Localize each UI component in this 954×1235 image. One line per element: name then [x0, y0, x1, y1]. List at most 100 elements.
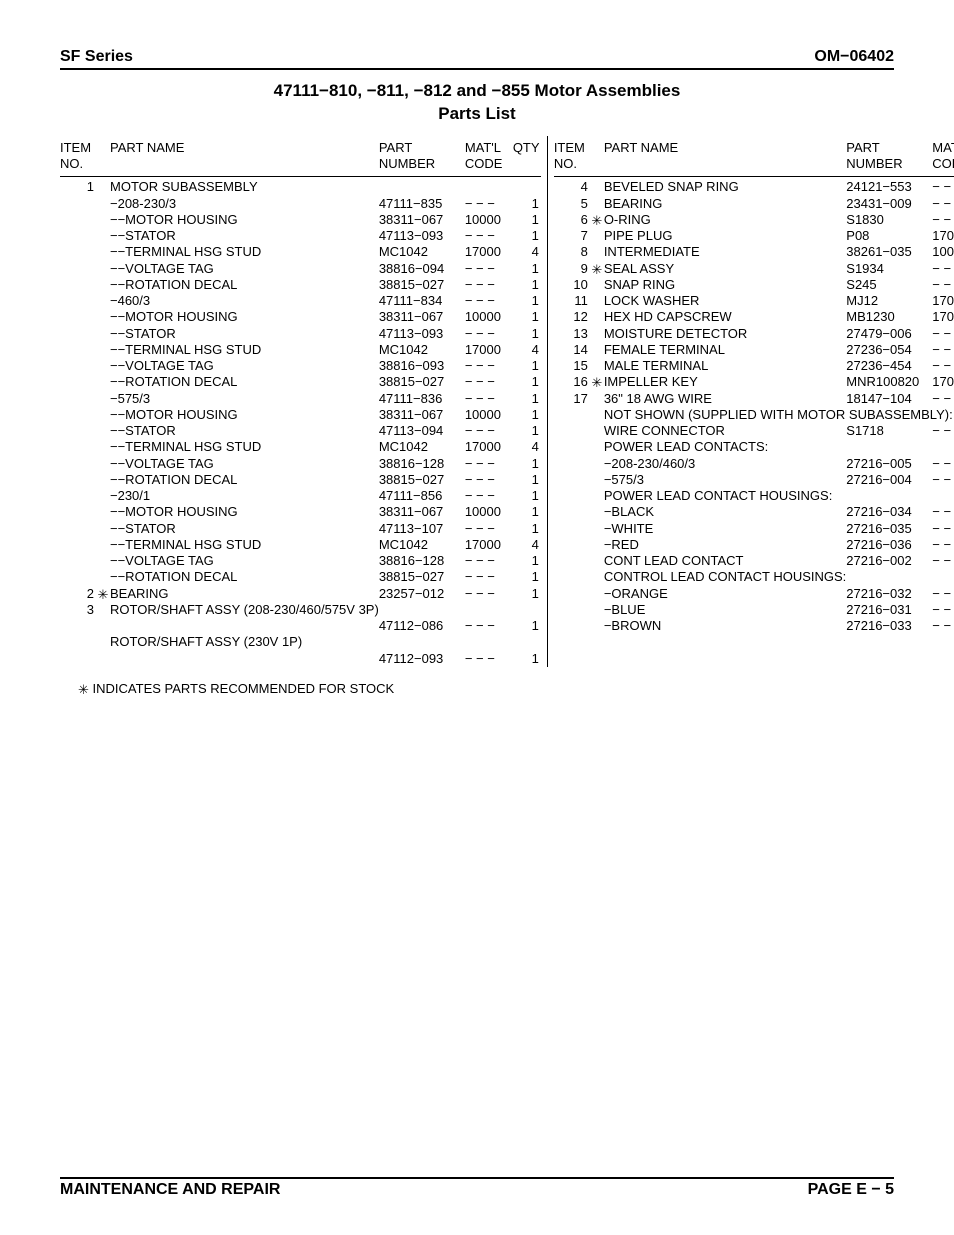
- cell-matl: − − −: [465, 326, 513, 342]
- cell-star: [96, 244, 110, 260]
- page-header: SF Series OM−06402: [60, 48, 894, 70]
- cell-matl: 17000: [465, 439, 513, 455]
- star-icon: ✳: [591, 213, 602, 229]
- cell-matl: [465, 179, 513, 195]
- cell-matl: − − −: [932, 472, 954, 488]
- cell-qty: 1: [513, 586, 541, 602]
- cell-name: CONT LEAD CONTACT: [604, 553, 846, 569]
- cell-star: [96, 521, 110, 537]
- cell-matl: [465, 602, 513, 618]
- cell-star: [96, 228, 110, 244]
- cell-name: −230/1: [110, 488, 379, 504]
- th-name: PART NAME: [604, 140, 846, 173]
- cell-item: 13: [554, 326, 590, 342]
- cell-name: ROTOR/SHAFT ASSY (230V 1P): [110, 634, 379, 650]
- cell-matl: − − −: [465, 228, 513, 244]
- cell-matl: 17000: [932, 293, 954, 309]
- cell-name: −−STATOR: [110, 326, 379, 342]
- cell-name: −−VOLTAGE TAG: [110, 358, 379, 374]
- cell-item: [60, 244, 96, 260]
- cell-qty: 1: [513, 456, 541, 472]
- cell-name: MOISTURE DETECTOR: [604, 326, 846, 342]
- cell-star: [96, 472, 110, 488]
- table-head: ITEM NO. PART NAME PART NUMBER MAT'L COD…: [554, 136, 954, 177]
- table-row: POWER LEAD CONTACTS:: [554, 439, 954, 455]
- cell-star: [96, 634, 110, 650]
- table-row: POWER LEAD CONTACT HOUSINGS:: [554, 488, 954, 504]
- table-row: −−VOLTAGE TAG38816−093− − −1: [60, 358, 541, 374]
- cell-star: [96, 374, 110, 390]
- cell-matl: − − −: [465, 196, 513, 212]
- cell-part: 47113−107: [379, 521, 465, 537]
- cell-matl: − − −: [465, 358, 513, 374]
- parts-column-right: ITEM NO. PART NAME PART NUMBER MAT'L COD…: [548, 136, 954, 667]
- cell-item: [554, 439, 590, 455]
- cell-star: [590, 472, 604, 488]
- cell-part: [379, 634, 465, 650]
- cell-name: −−MOTOR HOUSING: [110, 407, 379, 423]
- cell-part: 47111−835: [379, 196, 465, 212]
- cell-matl: − − −: [932, 504, 954, 520]
- footer-left: MAINTENANCE AND REPAIR: [60, 1181, 280, 1199]
- cell-item: [60, 618, 96, 634]
- cell-part: 47113−093: [379, 228, 465, 244]
- cell-part: 23431−009: [846, 196, 932, 212]
- table-row: −−STATOR47113−094− − −1: [60, 423, 541, 439]
- cell-matl: − − −: [465, 553, 513, 569]
- table-row: −−ROTATION DECAL38815−027− − −1: [60, 277, 541, 293]
- cell-item: [60, 569, 96, 585]
- cell-name: 36" 18 AWG WIRE: [604, 391, 846, 407]
- star-icon: ✳: [98, 587, 109, 603]
- cell-matl: − − −: [932, 391, 954, 407]
- cell-matl: 10000: [465, 504, 513, 520]
- cell-star: [96, 391, 110, 407]
- cell-part: 47113−094: [379, 423, 465, 439]
- table-row: −−STATOR47113−107− − −1: [60, 521, 541, 537]
- table-row: −−MOTOR HOUSING38311−067100001: [60, 212, 541, 228]
- cell-name: −BLUE: [604, 602, 846, 618]
- cell-item: 12: [554, 309, 590, 325]
- cell-item: [60, 261, 96, 277]
- cell-star: [96, 651, 110, 667]
- table-row: 8INTERMEDIATE38261−035100001: [554, 244, 954, 260]
- cell-qty: 1: [513, 488, 541, 504]
- title-line2: Parts List: [60, 103, 894, 126]
- cell-name: −−ROTATION DECAL: [110, 277, 379, 293]
- cell-part: 38311−067: [379, 407, 465, 423]
- th-name: PART NAME: [110, 140, 379, 173]
- cell-item: [60, 196, 96, 212]
- cell-star: [96, 261, 110, 277]
- cell-name: MOTOR SUBASSEMBLY: [110, 179, 379, 195]
- cell-part: 27216−004: [846, 472, 932, 488]
- cell-part: [379, 179, 465, 195]
- cell-matl: 17000: [465, 342, 513, 358]
- cell-item: [60, 309, 96, 325]
- cell-matl: − − −: [465, 651, 513, 667]
- cell-star: [590, 439, 604, 455]
- cell-name: −208‐230/3: [110, 196, 379, 212]
- cell-item: [60, 472, 96, 488]
- cell-qty: 1: [513, 472, 541, 488]
- star-icon: ✳: [78, 682, 89, 698]
- table-row: 15MALE TERMINAL27236−454− − −1: [554, 358, 954, 374]
- cell-qty: [513, 179, 541, 195]
- cell-matl: − − −: [932, 342, 954, 358]
- cell-name: −−VOLTAGE TAG: [110, 261, 379, 277]
- th-item: ITEM NO.: [554, 140, 590, 173]
- header-right: OM−06402: [814, 48, 894, 66]
- cell-star: [96, 569, 110, 585]
- cell-name: −−VOLTAGE TAG: [110, 456, 379, 472]
- cell-star: [96, 179, 110, 195]
- cell-qty: 4: [513, 439, 541, 455]
- table-row: 12HEX HD CAPSCREWMB1230170008: [554, 309, 954, 325]
- table-row: −−MOTOR HOUSING38311−067100001: [60, 309, 541, 325]
- cell-item: [60, 439, 96, 455]
- parts-column-left: ITEM NO. PART NAME PART NUMBER MAT'L COD…: [60, 136, 547, 667]
- footer-right: PAGE E − 5: [808, 1181, 894, 1199]
- cell-part: [846, 488, 932, 504]
- cell-matl: − − −: [465, 277, 513, 293]
- cell-part: 27236−054: [846, 342, 932, 358]
- table-head: ITEM NO. PART NAME PART NUMBER MAT'L COD…: [60, 136, 541, 177]
- cell-matl: [932, 439, 954, 455]
- cell-part: MJ12: [846, 293, 932, 309]
